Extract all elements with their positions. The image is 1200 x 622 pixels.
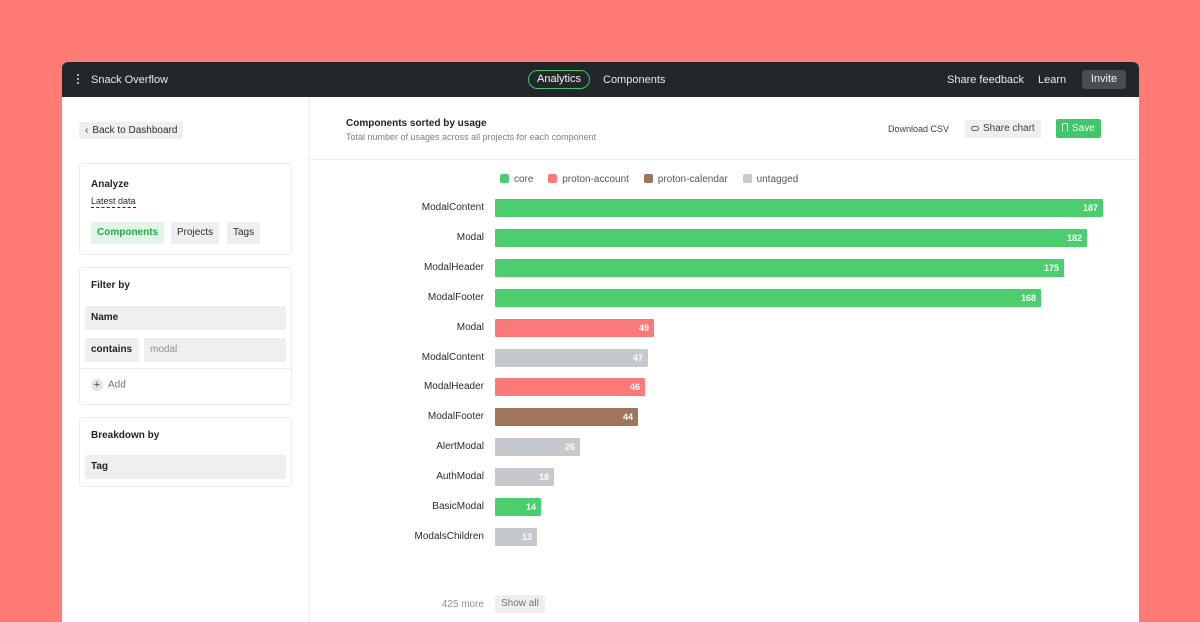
bar-label: AuthModal — [436, 471, 484, 483]
tab-analytics[interactable]: Analytics — [528, 70, 591, 89]
analyze-card: Analyze Latest data Components Projects … — [79, 163, 292, 255]
learn-link[interactable]: Learn — [1038, 74, 1067, 86]
legend-swatch-untagged — [742, 174, 752, 183]
legend-item-untagged[interactable]: untagged — [742, 174, 799, 185]
bar-label: ModalHeader — [423, 261, 484, 273]
save-button[interactable]: Save — [1056, 119, 1101, 138]
bar[interactable]: 168 — [495, 288, 1041, 307]
chart-subtitle: Total number of usages across all projec… — [346, 132, 597, 142]
bar-value-label: 18 — [538, 472, 549, 483]
bar-value-label: 47 — [632, 352, 643, 363]
save-label: Save — [1072, 123, 1095, 134]
filter-operator-select[interactable]: contains — [85, 338, 139, 362]
tab-components[interactable]: Components — [603, 74, 666, 86]
analyze-title: Analyze — [91, 179, 129, 190]
bar-label: Modal — [456, 321, 484, 333]
bar[interactable]: 44 — [495, 408, 638, 427]
legend-label-proton-calendar: proton-calendar — [657, 174, 728, 185]
add-filter-label: Add — [108, 379, 126, 391]
back-label: Back to Dashboard — [92, 125, 178, 136]
bar-label: ModalFooter — [427, 411, 484, 423]
filter-card: Filter by Name contains modal + Add — [79, 267, 292, 405]
analyze-option-tags[interactable]: Tags — [227, 222, 261, 244]
bar-label: Modal — [456, 231, 484, 243]
bar-label: ModalHeader — [423, 381, 484, 393]
chart-title: Components sorted by usage — [346, 118, 487, 129]
app-brand[interactable]: Snack Overflow — [91, 74, 169, 86]
plus-icon: + — [91, 379, 103, 391]
legend-item-proton-account[interactable]: proton-account — [548, 174, 629, 185]
data-source-selector[interactable]: Latest data — [91, 196, 136, 208]
download-csv-button[interactable]: Download CSV — [888, 124, 950, 134]
share-feedback-link[interactable]: Share feedback — [947, 74, 1025, 86]
legend-swatch-proton-calendar — [643, 174, 653, 183]
breakdown-title: Breakdown by — [91, 430, 160, 441]
bar-label: ModalContent — [421, 351, 484, 363]
bar-label: BasicModal — [432, 501, 484, 512]
invite-button[interactable]: Invite — [1082, 70, 1126, 89]
bar-label: ModalFooter — [427, 291, 484, 303]
breakdown-field-select[interactable]: Tag — [85, 455, 286, 479]
link-icon — [971, 125, 979, 131]
bar[interactable]: 175 — [495, 258, 1064, 277]
top-bar: Snack Overflow Analytics Components Shar… — [62, 62, 1139, 97]
bar-label: ModalContent — [421, 202, 484, 213]
main-panel: Components sorted by usage Total number … — [310, 97, 1139, 622]
legend-item-core[interactable]: core — [500, 174, 533, 185]
kebab-menu-icon[interactable] — [77, 74, 80, 86]
bar-value-label: 46 — [629, 382, 640, 393]
bookmark-icon — [1062, 123, 1068, 132]
bar-chart: ModalContent 187 Modal 182 ModalHeader 175 Mod… — [310, 97, 1139, 622]
legend-swatch-core — [500, 174, 509, 183]
analyze-option-components[interactable]: Components — [91, 222, 165, 244]
bar-value-label: 44 — [622, 412, 633, 423]
bar[interactable]: 46 — [495, 378, 645, 397]
chart-legend: core proton-account proton-calendar unta… — [500, 174, 810, 185]
bar[interactable]: 49 — [495, 318, 654, 337]
back-to-dashboard-button[interactable]: ‹ Back to Dashboard — [79, 122, 184, 139]
sidebar: ‹ Back to Dashboard Analyze Latest data C… — [62, 97, 310, 622]
bar[interactable]: 47 — [495, 348, 648, 367]
bar-label: AlertModal — [436, 441, 484, 453]
bar[interactable]: 14 — [495, 498, 541, 516]
bar-value-label: 187 — [1082, 203, 1098, 213]
bar[interactable]: 18 — [495, 468, 554, 487]
legend-item-proton-calendar[interactable]: proton-calendar — [643, 174, 728, 185]
chevron-left-icon: ‹ — [85, 125, 89, 136]
bar-label: ModalsChildren — [414, 530, 484, 542]
filter-title: Filter by — [91, 280, 130, 291]
bar-value-label: 13 — [521, 531, 532, 542]
legend-label-untagged: untagged — [756, 174, 799, 185]
header-divider — [310, 159, 1139, 160]
bar-value-label: 168 — [1020, 292, 1036, 303]
share-chart-label: Share chart — [983, 123, 1035, 134]
filter-field-select[interactable]: Name — [85, 306, 286, 330]
bar[interactable]: 13 — [495, 527, 537, 546]
bar-value-label: 182 — [1066, 232, 1082, 243]
bar-value-label: 26 — [564, 442, 575, 453]
bar[interactable]: 182 — [495, 228, 1087, 247]
show-all-button[interactable]: Show all — [495, 595, 545, 613]
bar-value-label: 14 — [525, 502, 536, 512]
legend-label-proton-account: proton-account — [562, 174, 629, 185]
bar[interactable]: 26 — [495, 438, 580, 457]
share-chart-button[interactable]: Share chart — [965, 120, 1041, 138]
more-count-label: 425 more — [441, 599, 484, 610]
legend-label-core: core — [514, 174, 534, 185]
filter-value-input[interactable]: modal — [144, 338, 286, 362]
app-window: Snack Overflow Analytics Components Shar… — [62, 62, 1139, 622]
bar[interactable]: 187 — [495, 199, 1103, 217]
legend-swatch-proton-account — [548, 174, 558, 183]
breakdown-card: Breakdown by Tag — [79, 417, 292, 487]
analyze-option-projects[interactable]: Projects — [171, 222, 220, 244]
bar-value-label: 175 — [1043, 262, 1059, 273]
add-filter-button[interactable]: + Add — [91, 379, 126, 391]
filter-divider — [80, 368, 291, 369]
bar-value-label: 49 — [638, 322, 649, 333]
